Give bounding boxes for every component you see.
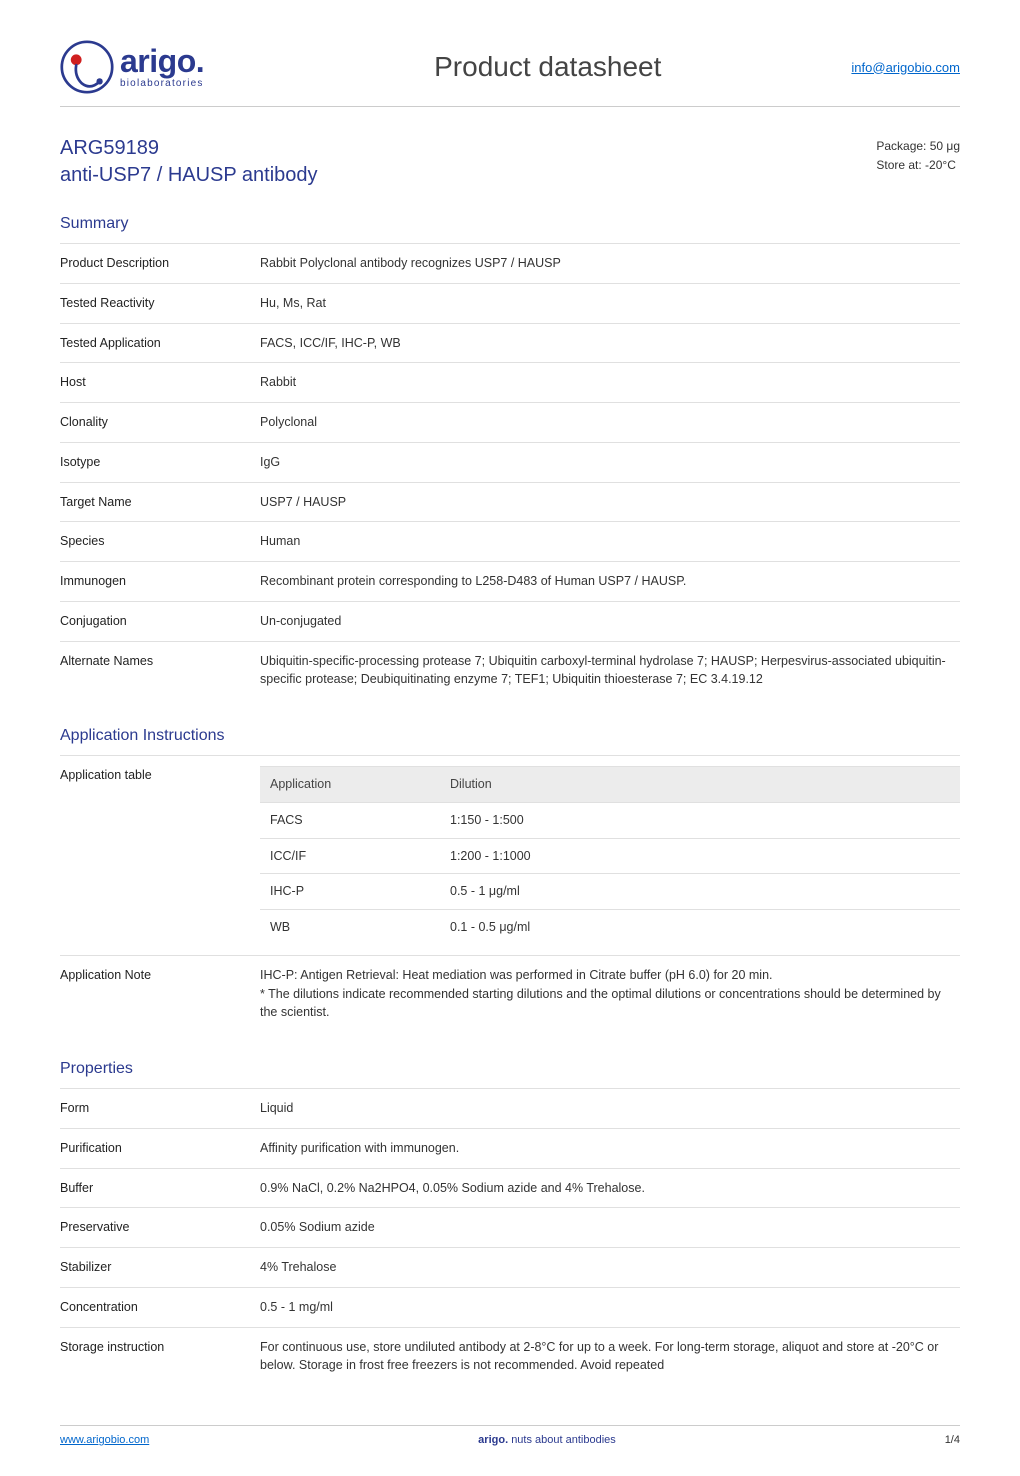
- row-value: Polyclonal: [260, 403, 960, 443]
- row-key: Preservative: [60, 1208, 260, 1248]
- app-col-dilution: Dilution: [440, 767, 960, 803]
- app-name: ICC/IF: [260, 838, 440, 874]
- table-row: Buffer0.9% NaCl, 0.2% Na2HPO4, 0.05% Sod…: [60, 1168, 960, 1208]
- page-footer: www.arigobio.com arigo. nuts about antib…: [60, 1425, 960, 1446]
- table-row: Tested ReactivityHu, Ms, Rat: [60, 283, 960, 323]
- logo-subtext: biolaboratories: [120, 79, 204, 89]
- table-row: ICC/IF1:200 - 1:1000: [260, 838, 960, 874]
- table-row: Stabilizer4% Trehalose: [60, 1248, 960, 1288]
- table-row: WB0.1 - 0.5 μg/ml: [260, 910, 960, 945]
- footer-website-link[interactable]: www.arigobio.com: [60, 1434, 149, 1446]
- row-value: 0.9% NaCl, 0.2% Na2HPO4, 0.05% Sodium az…: [260, 1168, 960, 1208]
- logo-icon: [60, 40, 114, 94]
- application-dilution-table: Application Dilution FACS1:150 - 1:500IC…: [260, 766, 960, 945]
- row-value: Un-conjugated: [260, 601, 960, 641]
- footer-tagline-text: nuts about antibodies: [511, 1434, 616, 1446]
- row-value: USP7 / HAUSP: [260, 482, 960, 522]
- row-key: Clonality: [60, 403, 260, 443]
- table-row: Tested ApplicationFACS, ICC/IF, IHC-P, W…: [60, 323, 960, 363]
- properties-table: FormLiquidPurificationAffinity purificat…: [60, 1088, 960, 1385]
- app-dilution: 1:200 - 1:1000: [440, 838, 960, 874]
- row-key: Conjugation: [60, 601, 260, 641]
- table-row: Concentration0.5 - 1 mg/ml: [60, 1287, 960, 1327]
- table-row: ConjugationUn-conjugated: [60, 601, 960, 641]
- application-table-wrap: Application table Application Dilution F…: [60, 755, 960, 1032]
- row-value: Affinity purification with immunogen.: [260, 1128, 960, 1168]
- application-note-text: IHC-P: Antigen Retrieval: Heat mediation…: [260, 955, 960, 1032]
- row-key: Tested Application: [60, 323, 260, 363]
- table-row: IHC-P0.5 - 1 μg/ml: [260, 874, 960, 910]
- table-row: ClonalityPolyclonal: [60, 403, 960, 443]
- row-value: Rabbit: [260, 363, 960, 403]
- row-value: FACS, ICC/IF, IHC-P, WB: [260, 323, 960, 363]
- app-name: IHC-P: [260, 874, 440, 910]
- app-name: FACS: [260, 802, 440, 838]
- contact-email-link[interactable]: info@arigobio.com: [851, 60, 960, 75]
- footer-brand: arigo.: [478, 1434, 508, 1446]
- row-key: Concentration: [60, 1287, 260, 1327]
- row-value: Recombinant protein corresponding to L25…: [260, 562, 960, 602]
- table-row: HostRabbit: [60, 363, 960, 403]
- storage-info: Store at: -20°C: [876, 156, 960, 175]
- page-title: Product datasheet: [244, 51, 851, 83]
- row-key: Isotype: [60, 442, 260, 482]
- table-row: SpeciesHuman: [60, 522, 960, 562]
- row-value: For continuous use, store undiluted anti…: [260, 1327, 960, 1385]
- row-key: Immunogen: [60, 562, 260, 602]
- row-value: Human: [260, 522, 960, 562]
- app-dilution: 1:150 - 1:500: [440, 802, 960, 838]
- table-row: Alternate NamesUbiquitin-specific-proces…: [60, 641, 960, 699]
- table-row: FACS1:150 - 1:500: [260, 802, 960, 838]
- row-key: Tested Reactivity: [60, 283, 260, 323]
- summary-table: Product DescriptionRabbit Polyclonal ant…: [60, 243, 960, 699]
- logo: arigo. biolaboratories: [60, 40, 204, 94]
- table-row: Product DescriptionRabbit Polyclonal ant…: [60, 244, 960, 284]
- app-name: WB: [260, 910, 440, 945]
- application-note-label: Application Note: [60, 955, 260, 1032]
- product-meta: Package: 50 μg Store at: -20°C: [876, 137, 960, 175]
- row-value: 0.05% Sodium azide: [260, 1208, 960, 1248]
- table-row: FormLiquid: [60, 1089, 960, 1129]
- table-row: Target NameUSP7 / HAUSP: [60, 482, 960, 522]
- row-key: Target Name: [60, 482, 260, 522]
- row-key: Buffer: [60, 1168, 260, 1208]
- table-row: Preservative0.05% Sodium azide: [60, 1208, 960, 1248]
- row-key: Purification: [60, 1128, 260, 1168]
- application-table-label: Application table: [60, 756, 260, 956]
- section-title-application: Application Instructions: [60, 727, 960, 745]
- table-row: Storage instructionFor continuous use, s…: [60, 1327, 960, 1385]
- row-key: Host: [60, 363, 260, 403]
- row-key: Form: [60, 1089, 260, 1129]
- app-dilution: 0.1 - 0.5 μg/ml: [440, 910, 960, 945]
- table-row: IsotypeIgG: [60, 442, 960, 482]
- table-row: PurificationAffinity purification with i…: [60, 1128, 960, 1168]
- app-dilution: 0.5 - 1 μg/ml: [440, 874, 960, 910]
- row-value: 4% Trehalose: [260, 1248, 960, 1288]
- row-key: Species: [60, 522, 260, 562]
- product-name: anti-USP7 / HAUSP antibody: [60, 164, 318, 187]
- logo-name: arigo.: [120, 45, 204, 77]
- row-key: Product Description: [60, 244, 260, 284]
- row-value: Ubiquitin-specific-processing protease 7…: [260, 641, 960, 699]
- package-info: Package: 50 μg: [876, 137, 960, 156]
- section-title-properties: Properties: [60, 1060, 960, 1078]
- row-key: Stabilizer: [60, 1248, 260, 1288]
- row-key: Storage instruction: [60, 1327, 260, 1385]
- footer-tagline: arigo. nuts about antibodies: [478, 1434, 616, 1446]
- row-value: Liquid: [260, 1089, 960, 1129]
- app-col-application: Application: [260, 767, 440, 803]
- row-value: Hu, Ms, Rat: [260, 283, 960, 323]
- page-header: arigo. biolaboratories Product datasheet…: [60, 40, 960, 107]
- section-title-summary: Summary: [60, 215, 960, 233]
- row-value: Rabbit Polyclonal antibody recognizes US…: [260, 244, 960, 284]
- row-value: IgG: [260, 442, 960, 482]
- row-value: 0.5 - 1 mg/ml: [260, 1287, 960, 1327]
- product-code: ARG59189: [60, 137, 318, 160]
- product-header: ARG59189 anti-USP7 / HAUSP antibody Pack…: [60, 137, 960, 187]
- page-number: 1/4: [945, 1434, 960, 1446]
- table-row: ImmunogenRecombinant protein correspondi…: [60, 562, 960, 602]
- row-key: Alternate Names: [60, 641, 260, 699]
